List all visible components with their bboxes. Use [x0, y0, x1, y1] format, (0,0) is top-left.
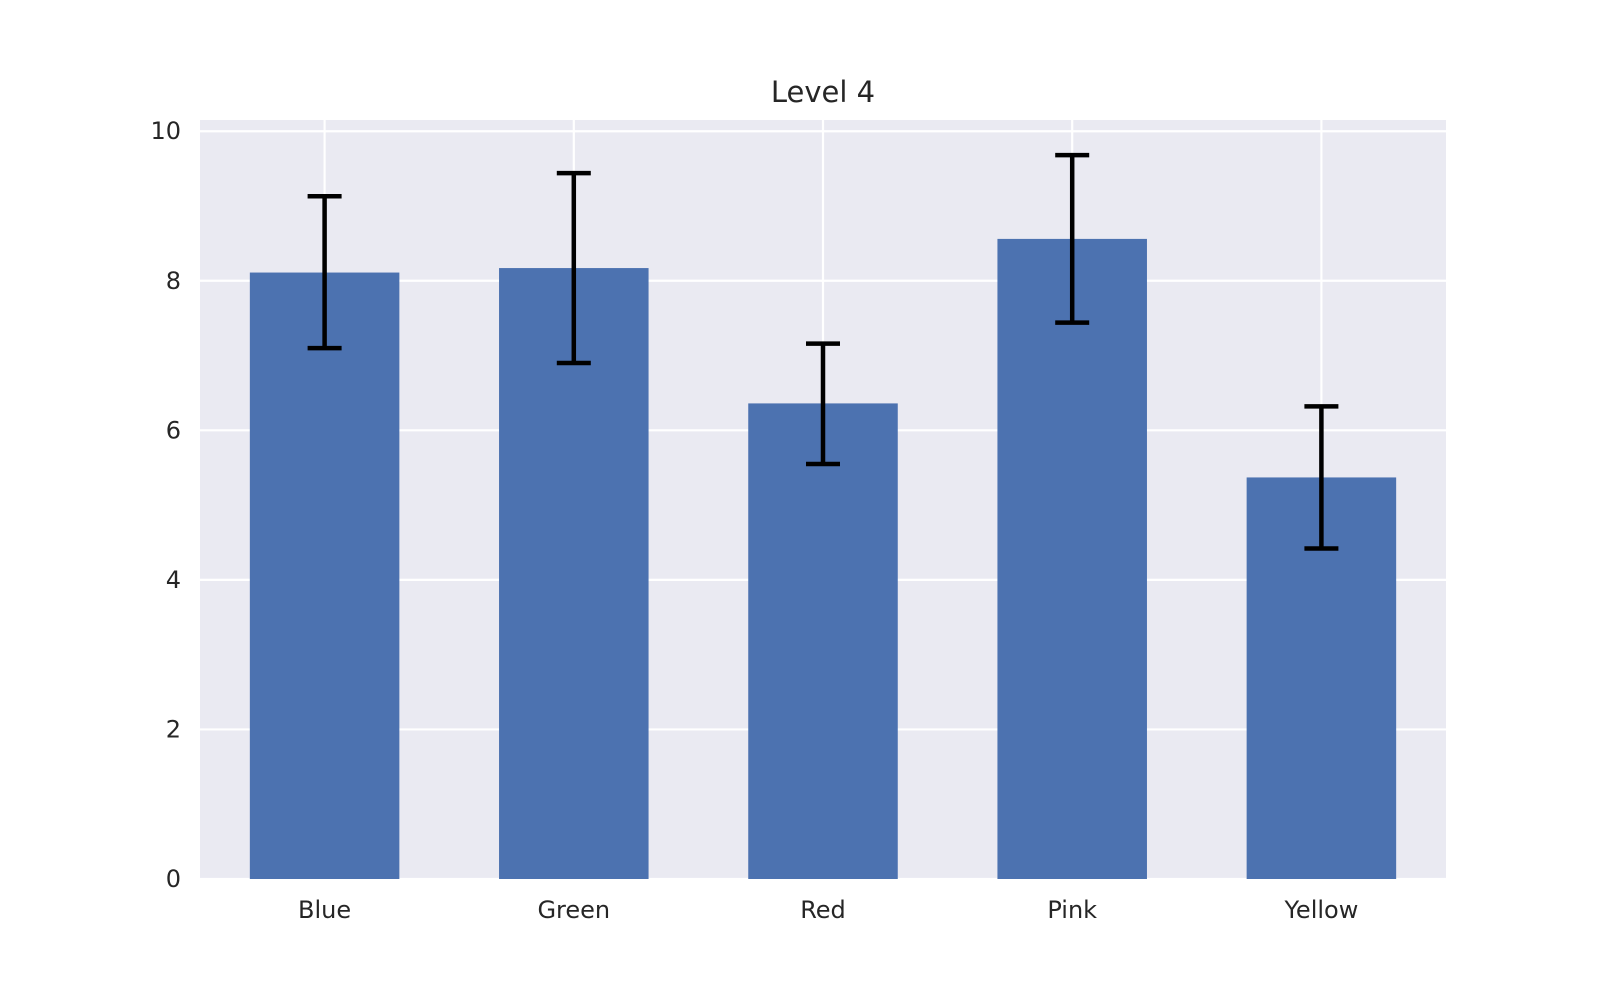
y-tick-label: 2 — [166, 715, 181, 743]
bars — [249, 238, 1397, 880]
bar-green — [499, 268, 649, 879]
x-tick-label-red: Red — [800, 896, 846, 924]
x-tick-label-blue: Blue — [298, 896, 351, 924]
error-bar-green — [556, 170, 591, 366]
error-bars — [307, 152, 1339, 551]
x-axis-tick-labels: Blue Green Red Pink Yellow — [298, 896, 1358, 924]
chart-title: Level 4 — [771, 75, 875, 109]
y-tick-label: 0 — [166, 865, 181, 893]
x-tick-label-yellow: Yellow — [1283, 896, 1358, 924]
bar-blue — [249, 272, 400, 879]
error-bar-yellow — [1304, 404, 1339, 551]
error-bar-red — [806, 341, 840, 467]
bar-red — [748, 403, 898, 879]
error-bar-pink — [1055, 152, 1090, 325]
y-tick-label: 8 — [166, 267, 181, 295]
bar-pink — [997, 238, 1147, 880]
y-axis-tick-labels: 0 2 4 6 8 10 — [150, 117, 181, 893]
y-tick-label: 6 — [166, 416, 181, 444]
y-tick-label: 4 — [166, 566, 181, 594]
x-tick-label-pink: Pink — [1047, 896, 1097, 924]
x-tick-label-green: Green — [537, 896, 610, 924]
error-bar-blue — [307, 194, 342, 351]
y-tick-label: 10 — [150, 117, 181, 145]
